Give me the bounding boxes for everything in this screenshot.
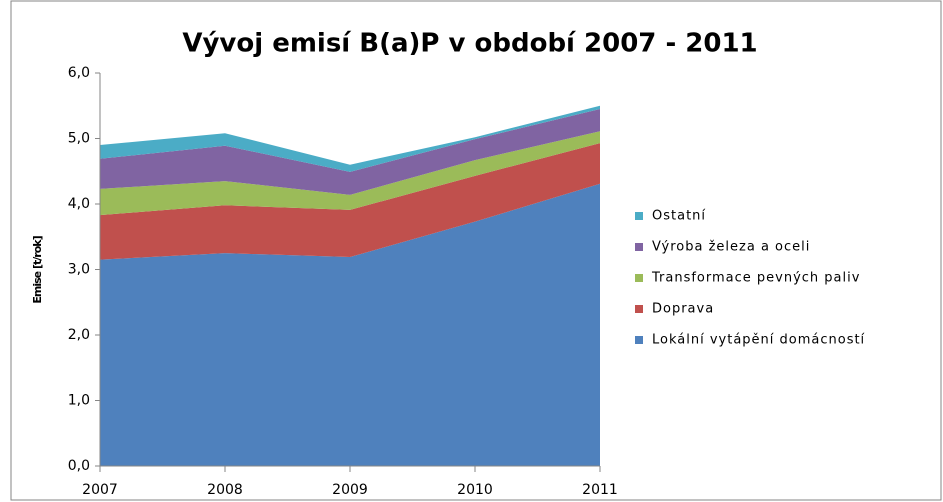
y-tick-label: 2,0	[68, 327, 90, 343]
x-tick-label: 2009	[332, 482, 368, 498]
area	[100, 143, 600, 260]
area	[100, 109, 600, 195]
x-tick-label: 2008	[207, 482, 243, 498]
y-tick-label: 4,0	[68, 196, 90, 212]
legend-swatch	[635, 274, 643, 282]
legend-label: Lokální vytápění domácností	[652, 333, 865, 348]
y-tick-label: 6,0	[68, 65, 90, 81]
legend-swatch	[635, 212, 643, 220]
x-tick-label: 2007	[82, 482, 118, 498]
legend-swatch	[635, 336, 643, 344]
y-axis-label: Emise [t/rok]	[31, 235, 44, 303]
y-tick-label: 0,0	[68, 458, 90, 474]
area	[100, 105, 600, 172]
x-tick-label: 2010	[457, 482, 493, 498]
legend-label: Transformace pevných paliv	[651, 271, 860, 286]
y-tick-label: 1,0	[68, 393, 90, 409]
legend-swatch	[635, 243, 643, 251]
legend-label: Výroba železa a oceli	[652, 240, 810, 255]
y-tick-label: 5,0	[68, 131, 90, 147]
legend-label: Ostatní	[652, 209, 706, 224]
x-tick-label: 2011	[582, 482, 618, 498]
legend-swatch	[635, 305, 643, 313]
legend-label: Doprava	[652, 302, 714, 317]
chart-title: Vývoj emisí B(a)P v období 2007 - 2011	[182, 29, 757, 59]
area	[100, 131, 600, 216]
area	[100, 183, 600, 466]
y-tick-label: 3,0	[68, 262, 90, 278]
